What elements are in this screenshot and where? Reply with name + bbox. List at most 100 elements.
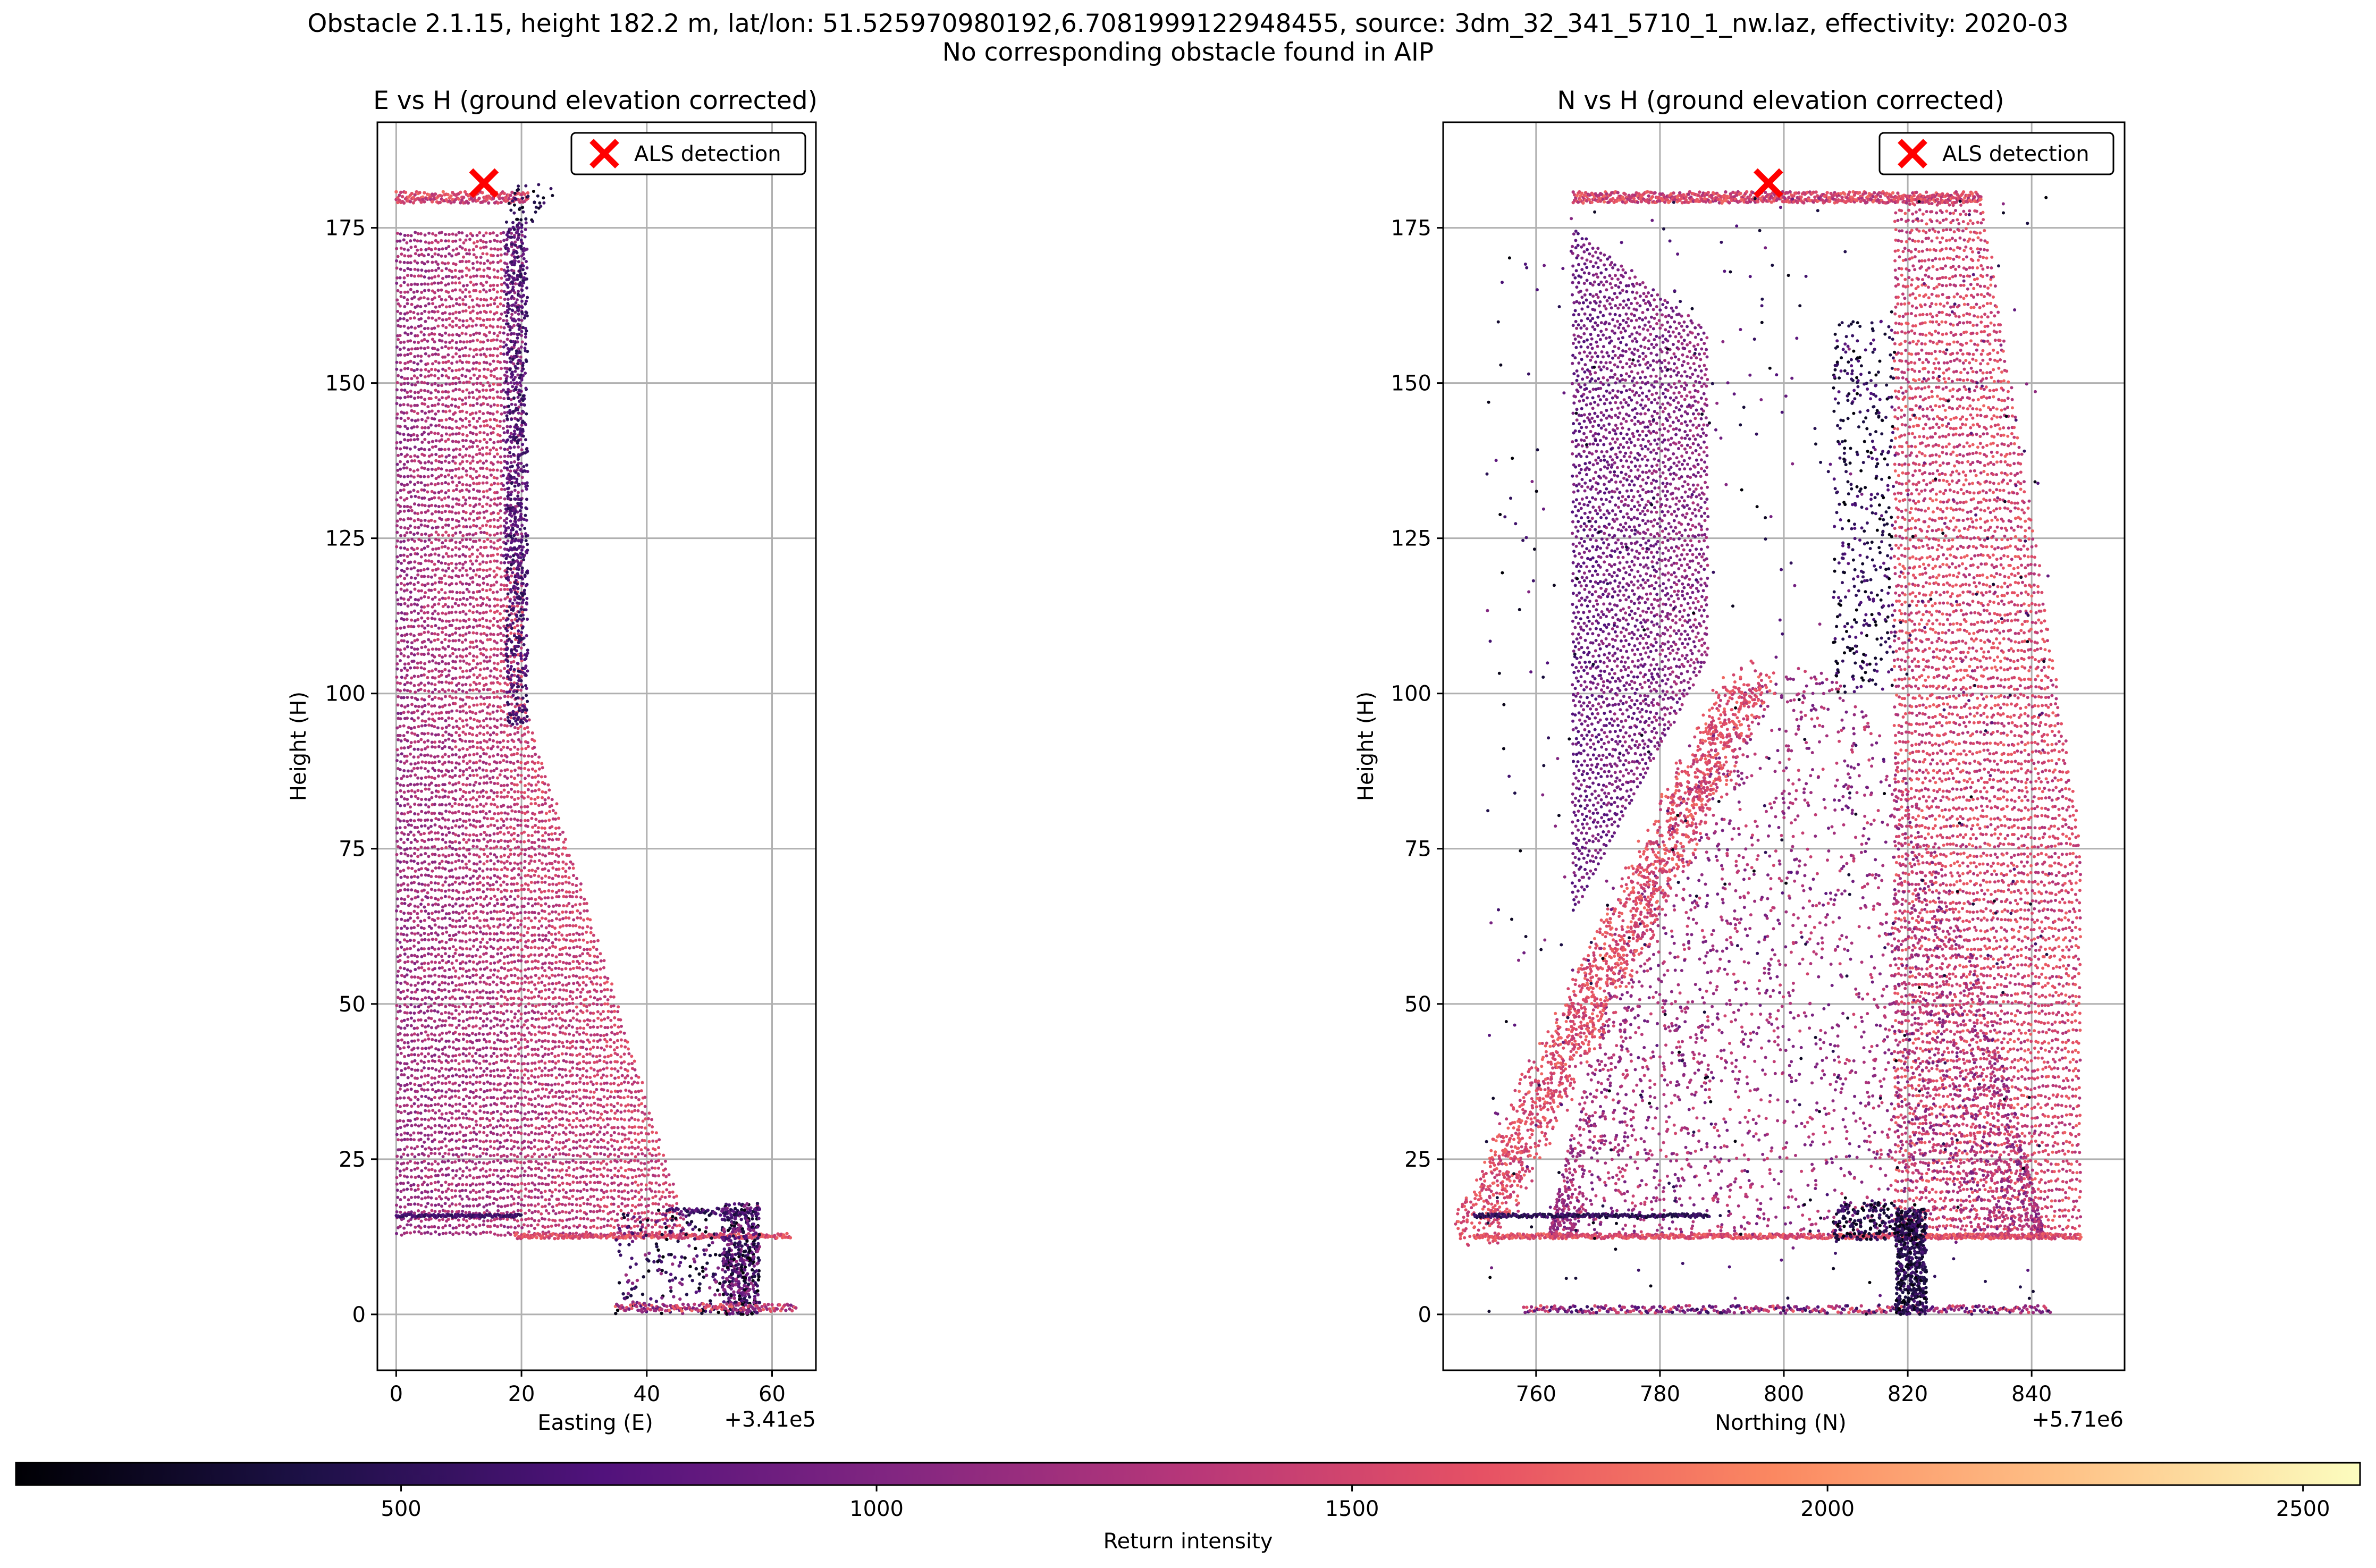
point-cloud-point: [589, 1011, 592, 1015]
point-cloud-point: [540, 1212, 543, 1216]
point-cloud-point: [579, 990, 583, 994]
point-cloud-point: [583, 1181, 586, 1184]
point-cloud-point: [527, 1230, 531, 1234]
point-cloud-point: [571, 1181, 575, 1184]
point-cloud-point: [420, 1183, 424, 1186]
point-cloud-point: [447, 755, 451, 758]
point-cloud-point: [523, 840, 526, 844]
point-cloud-point: [453, 1016, 457, 1020]
point-cloud-point: [529, 881, 533, 884]
point-cloud-point: [422, 888, 426, 892]
point-cloud-point: [457, 897, 461, 900]
point-cloud-point: [571, 1009, 575, 1013]
point-cloud-point: [654, 1223, 658, 1227]
point-cloud-point: [448, 703, 451, 707]
point-cloud-point: [461, 1112, 464, 1116]
point-cloud-point: [626, 1191, 630, 1194]
point-cloud-point: [468, 705, 471, 709]
point-cloud-point: [482, 1140, 485, 1144]
point-cloud-point: [495, 719, 499, 722]
point-cloud-point: [410, 931, 414, 935]
point-cloud-point: [406, 669, 409, 672]
point-cloud-point: [571, 1119, 575, 1123]
point-cloud-point: [560, 1075, 564, 1079]
point-cloud-point: [558, 1141, 562, 1144]
point-cloud-point: [400, 634, 403, 637]
point-cloud-point: [403, 667, 407, 670]
point-cloud-point: [440, 875, 443, 879]
point-cloud-point: [465, 1204, 469, 1208]
point-cloud-point: [412, 747, 416, 751]
point-cloud-point: [444, 719, 448, 722]
point-cloud-point: [540, 924, 544, 928]
point-cloud-point: [464, 1105, 467, 1109]
point-cloud-point: [471, 805, 475, 809]
point-cloud-point: [395, 1232, 398, 1235]
point-cloud-point: [533, 1152, 536, 1156]
point-cloud-point: [406, 769, 410, 773]
point-cloud-point: [475, 1094, 478, 1098]
point-cloud-point: [434, 875, 438, 878]
point-cloud-point: [398, 1148, 402, 1151]
point-cloud-point: [441, 1155, 445, 1158]
point-cloud-point: [482, 631, 486, 635]
point-cloud-point: [527, 888, 530, 891]
point-cloud-point: [397, 640, 400, 644]
point-cloud-point: [613, 1067, 617, 1070]
point-cloud-point: [633, 1080, 636, 1084]
point-cloud-point: [410, 990, 414, 994]
point-cloud-point: [536, 1116, 540, 1120]
point-cloud-point: [551, 1148, 554, 1151]
point-cloud-point: [584, 983, 588, 987]
point-cloud-point: [496, 888, 500, 891]
point-cloud-point: [537, 788, 541, 791]
point-cloud-point: [578, 1133, 582, 1136]
point-cloud-point: [457, 803, 461, 806]
point-cloud-point: [412, 1102, 416, 1106]
point-cloud-point: [458, 748, 461, 752]
point-cloud-point: [475, 820, 478, 823]
point-cloud-point: [451, 847, 454, 850]
point-cloud-point: [446, 861, 450, 864]
point-cloud-point: [557, 1148, 561, 1151]
point-cloud-point: [454, 766, 458, 770]
point-cloud-point: [499, 784, 503, 788]
point-cloud-point: [495, 1060, 499, 1064]
point-cloud-point: [464, 638, 467, 642]
point-cloud-point: [602, 966, 605, 970]
point-cloud-point: [586, 1153, 589, 1157]
point-cloud-point: [544, 854, 547, 858]
point-cloud-point: [441, 1232, 445, 1235]
point-cloud-point: [547, 919, 551, 923]
point-cloud-point: [609, 1152, 612, 1156]
point-cloud-point: [537, 1182, 541, 1186]
point-cloud-point: [523, 777, 527, 780]
point-cloud-point: [446, 1173, 450, 1177]
point-cloud-point: [461, 634, 465, 637]
point-cloud-point: [409, 689, 412, 693]
point-cloud-point: [398, 1047, 402, 1050]
point-cloud-point: [558, 1218, 562, 1222]
point-cloud-point: [585, 1061, 588, 1065]
point-cloud-point: [495, 983, 499, 987]
point-cloud-point: [468, 732, 471, 736]
point-cloud-point: [397, 1039, 400, 1042]
point-cloud-point: [519, 911, 523, 915]
point-cloud-point: [651, 1196, 655, 1200]
point-cloud-point: [523, 754, 526, 758]
point-cloud-point: [438, 940, 441, 944]
point-cloud-point: [416, 766, 419, 770]
point-cloud-point: [637, 1211, 641, 1215]
point-cloud-point: [515, 1160, 519, 1164]
point-cloud-point: [417, 830, 420, 834]
point-cloud-point: [429, 819, 433, 822]
point-cloud-point: [431, 1140, 434, 1143]
point-cloud-point: [400, 669, 403, 672]
point-cloud-point: [423, 626, 427, 630]
point-cloud-point: [544, 917, 547, 921]
point-cloud-point: [633, 1132, 637, 1135]
point-cloud-point: [588, 976, 592, 980]
point-cloud-point: [457, 810, 461, 813]
point-cloud-point: [489, 867, 493, 871]
point-cloud-point: [457, 976, 461, 980]
